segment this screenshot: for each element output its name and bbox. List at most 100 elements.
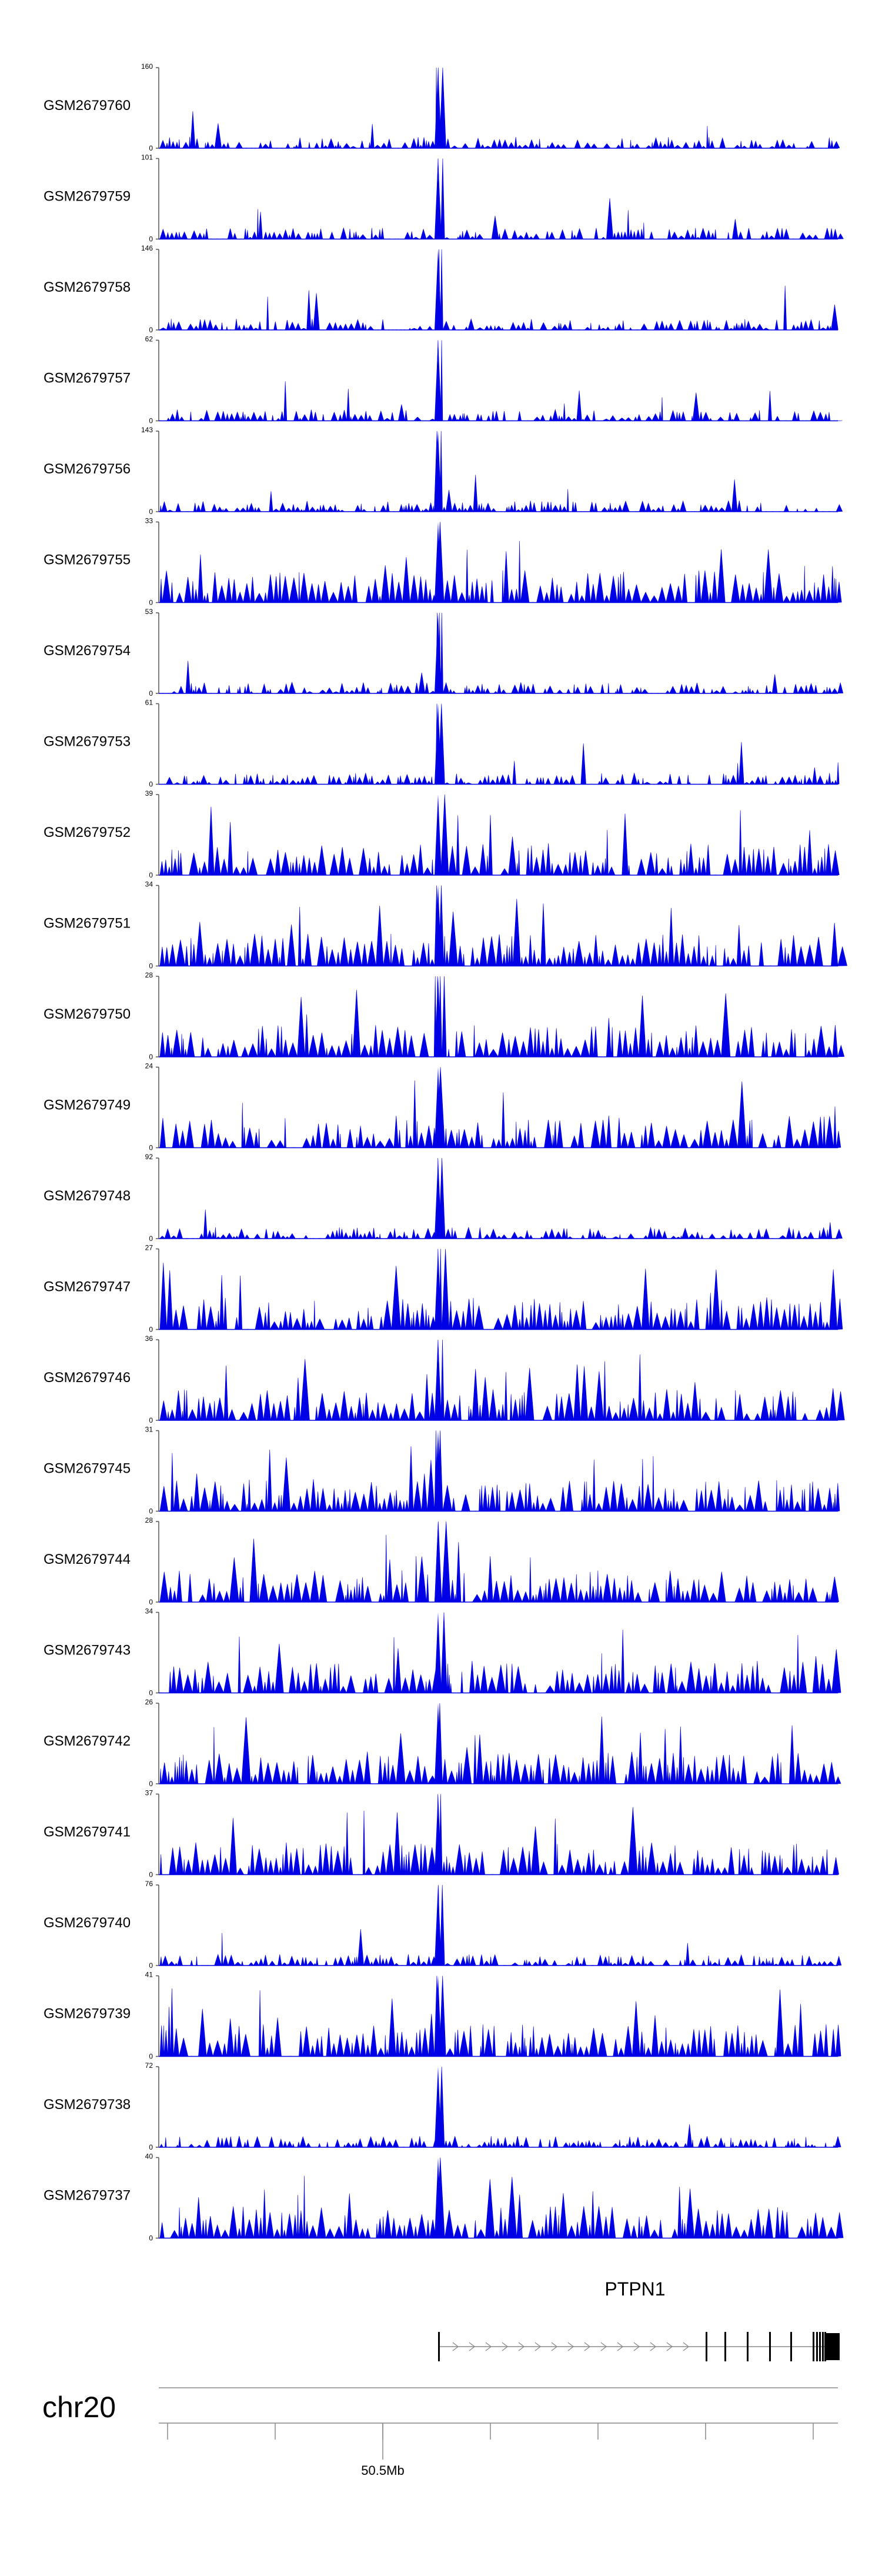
coverage-peak <box>435 1249 442 1330</box>
y-tick-label-min: 0 <box>149 2234 153 2243</box>
y-tick-label-min: 0 <box>149 326 153 334</box>
track-label: GSM2679745 <box>44 1461 131 1477</box>
y-tick-label-max: 26 <box>145 1698 153 1706</box>
coverage-area <box>158 1430 840 1512</box>
coverage-area <box>158 1521 839 1603</box>
track-GSM2679749: GSM2679749 24 0 <box>44 1062 841 1152</box>
gene-label: PTPN1 <box>604 2278 665 2300</box>
coverage-area <box>158 340 843 422</box>
y-tick-label-min: 0 <box>149 689 153 698</box>
track-GSM2679750: GSM2679750 28 0 <box>44 971 845 1061</box>
track-GSM2679742: GSM2679742 26 0 <box>44 1698 841 1788</box>
coverage-peak <box>435 1703 442 1784</box>
y-tick-label-min: 0 <box>149 871 153 879</box>
x-tick-label: 50.5Mb <box>361 2463 404 2478</box>
y-tick-label-max: 143 <box>141 426 153 434</box>
y-tick-label-max: 146 <box>141 244 153 252</box>
gene-model: PTPN1 <box>438 2278 840 2361</box>
track-label: GSM2679760 <box>44 98 131 114</box>
track-label: GSM2679759 <box>44 189 131 205</box>
y-tick-label-max: 37 <box>145 1789 153 1797</box>
exon <box>822 2332 824 2361</box>
y-tick-label-max: 41 <box>145 1971 153 1979</box>
track-label: GSM2679740 <box>44 1915 131 1931</box>
track-label: GSM2679749 <box>44 1097 131 1113</box>
track-label: GSM2679753 <box>44 734 131 750</box>
coverage-area <box>158 794 840 876</box>
coverage-peak <box>435 885 442 966</box>
track-GSM2679741: GSM2679741 37 0 <box>44 1789 839 1879</box>
coverage-area <box>158 158 844 240</box>
coverage-area <box>158 703 840 785</box>
y-tick-label-min: 0 <box>149 1507 153 1516</box>
y-tick-label-max: 40 <box>145 2153 153 2161</box>
track-GSM2679758: GSM2679758 146 0 <box>44 244 838 334</box>
coverage-area <box>158 1703 841 1784</box>
coverage-area <box>158 1976 841 2057</box>
coverage-area <box>158 1884 842 1966</box>
strand-arrow <box>452 2342 459 2351</box>
coverage-peak <box>435 1158 442 1239</box>
chromosome-axis: chr20 50.5Mb <box>42 2387 838 2478</box>
exon <box>438 2332 440 2361</box>
track-label: GSM2679737 <box>44 2188 131 2204</box>
track-GSM2679739: GSM2679739 41 0 <box>44 1971 841 2061</box>
strand-arrow <box>617 2342 624 2351</box>
track-GSM2679740: GSM2679740 76 0 <box>44 1880 842 1970</box>
y-tick-label-max: 27 <box>145 1244 153 1252</box>
exon <box>747 2332 749 2361</box>
coverage-peak <box>435 1976 442 2057</box>
y-tick-label-min: 0 <box>149 1326 153 1334</box>
y-tick-label-max: 92 <box>145 1153 153 1161</box>
strand-arrow <box>683 2342 690 2351</box>
track-label: GSM2679741 <box>44 1824 131 1840</box>
track-label: GSM2679744 <box>44 1551 131 1567</box>
strand-arrow <box>534 2342 542 2351</box>
coverage-area <box>158 1612 841 1694</box>
strand-arrow <box>584 2342 591 2351</box>
y-tick-label-min: 0 <box>149 599 153 607</box>
coverage-peak <box>435 1521 442 1602</box>
y-tick-label-max: 101 <box>141 154 153 162</box>
track-GSM2679759: GSM2679759 101 0 <box>44 154 844 243</box>
y-tick-label-max: 28 <box>145 971 153 979</box>
coverage-area <box>158 67 840 149</box>
strand-arrow <box>600 2342 607 2351</box>
y-tick-label-min: 0 <box>149 235 153 243</box>
strand-arrow <box>633 2342 640 2351</box>
track-GSM2679745: GSM2679745 31 0 <box>44 1426 840 1516</box>
y-tick-label-min: 0 <box>149 1871 153 1879</box>
coverage-peak <box>435 431 442 512</box>
track-label: GSM2679757 <box>44 371 131 386</box>
coverage-area <box>158 1157 843 1239</box>
track-label: GSM2679756 <box>44 461 131 477</box>
coverage-peak <box>435 2067 442 2147</box>
y-tick-label-max: 61 <box>145 699 153 707</box>
track-GSM2679751: GSM2679751 34 0 <box>44 880 847 970</box>
y-tick-label-max: 62 <box>145 335 153 343</box>
y-tick-label-min: 0 <box>149 1961 153 1970</box>
track-GSM2679743: GSM2679743 34 0 <box>44 1607 841 1697</box>
track-label: GSM2679746 <box>44 1370 131 1386</box>
y-tick-label-min: 0 <box>149 962 153 970</box>
exon <box>706 2332 707 2361</box>
coverage-peak <box>435 1340 442 1420</box>
strand-arrow <box>485 2342 492 2351</box>
exon <box>819 2332 821 2361</box>
coverage-peak <box>435 976 442 1057</box>
y-tick-label-min: 0 <box>149 1416 153 1424</box>
track-GSM2679757: GSM2679757 62 0 <box>44 335 843 425</box>
coverage-peak <box>435 1794 442 1875</box>
track-label: GSM2679751 <box>44 916 131 932</box>
coverage-area <box>158 612 844 694</box>
y-tick-label-min: 0 <box>149 144 153 152</box>
y-tick-label-min: 0 <box>149 1053 153 1061</box>
track-GSM2679748: GSM2679748 92 0 <box>44 1153 843 1243</box>
coverage-peak <box>435 2157 442 2238</box>
coverage-peak <box>435 1612 442 1693</box>
track-label: GSM2679752 <box>44 825 131 840</box>
track-label: GSM2679742 <box>44 1733 131 1749</box>
y-tick-label-max: 53 <box>145 608 153 616</box>
strand-arrow <box>518 2342 525 2351</box>
track-label: GSM2679750 <box>44 1006 131 1022</box>
